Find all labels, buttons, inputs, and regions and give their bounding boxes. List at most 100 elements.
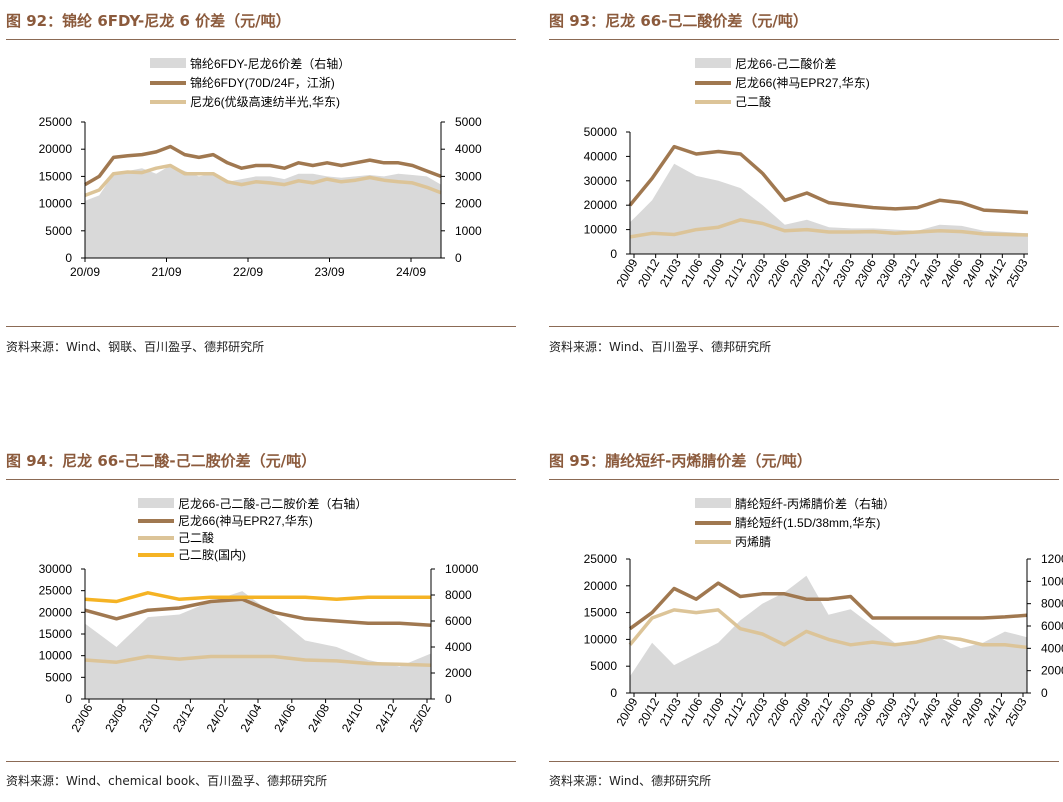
legend-swatch-area (138, 498, 174, 508)
legend-swatch-area (695, 58, 731, 68)
y-tick-label-left: 25000 (584, 552, 618, 566)
x-tick-label: 24/10 (339, 701, 366, 734)
y-tick-label-left: 15000 (39, 169, 73, 183)
x-tick-label: 25/03 (1003, 256, 1030, 289)
legend-label: 腈纶短纤(1.5D/38mm,华东) (735, 516, 880, 530)
chart-title: 图 92：锦纶 6FDY-尼龙 6 价差（元/吨） (6, 12, 291, 30)
series-line (628, 608, 1028, 650)
legend-label: 丙烯腈 (735, 535, 771, 549)
series-line (629, 218, 1029, 239)
y-tick-label-right: 2000 (1041, 664, 1063, 678)
legend-label: 尼龙66(神马EPR27,华东) (178, 514, 313, 528)
y-tick-label-right: 12000 (1041, 552, 1063, 566)
legend-label: 尼龙66-己二酸价差 (735, 56, 836, 71)
y-tick-label-left: 0 (65, 692, 72, 706)
y-tick-label-right: 5000 (455, 115, 482, 129)
y-tick-label-right: 8000 (445, 588, 472, 602)
y-tick-label-right: 2000 (455, 197, 482, 211)
series-line (84, 144, 442, 187)
y-tick-label-left: 10000 (584, 223, 618, 237)
y-tick-label-right: 6000 (1041, 619, 1063, 633)
y-tick-label-left: 15000 (584, 606, 618, 620)
y-tick-label-right: 1000 (455, 224, 482, 238)
legend-label: 尼龙66-己二酸-己二胺价差（右轴） (178, 496, 367, 511)
y-tick-label-right: 4000 (455, 142, 482, 156)
series-area (85, 591, 431, 699)
chart-panel-92: 图 92：锦纶 6FDY-尼龙 6 价差（元/吨） 锦纶6FDY-尼龙6价差（右… (0, 0, 520, 380)
source-rule (6, 761, 516, 762)
y-tick-label-left: 20000 (584, 198, 618, 212)
y-tick-label-left: 30000 (39, 562, 73, 576)
series-area (630, 163, 1028, 254)
source-note: 资料来源：Wind、德邦研究所 (549, 774, 712, 788)
series-line (84, 163, 442, 198)
chart-title: 图 93：尼龙 66-己二酸价差（元/吨） (549, 12, 808, 30)
y-tick-label-left: 30000 (584, 174, 618, 188)
legend-swatch-area (695, 498, 731, 508)
legend-label: 锦纶6FDY(70D/24F，江浙) (190, 76, 335, 90)
x-tick-label: 23/10 (136, 701, 163, 734)
series-line (84, 654, 432, 667)
title-rule (6, 39, 516, 40)
source-rule (549, 326, 1059, 327)
y-tick-label-left: 25000 (39, 115, 73, 129)
chart-svg: 尼龙66-己二酸-己二胺价差（右轴） 尼龙66(神马EPR27,华东) 己二酸己二胺… (39, 496, 479, 735)
legend-label: 尼龙6(优级高速纺半光,华东) (190, 94, 340, 109)
series-line (84, 591, 431, 604)
y-tick-label-left: 10000 (39, 197, 73, 211)
y-tick-label-left: 40000 (584, 149, 618, 163)
legend-label: 尼龙66(神马EPR27,华东) (735, 76, 870, 90)
chart-title: 图 94：尼龙 66-己二酸-己二胺价差（元/吨） (6, 452, 317, 470)
y-tick-label-right: 2000 (445, 666, 472, 680)
legend-label: 己二酸 (178, 530, 214, 545)
y-tick-label-right: 4000 (1041, 641, 1063, 655)
y-tick-label-right: 10000 (1041, 574, 1063, 588)
x-tick-label: 21/09 (151, 265, 181, 279)
y-tick-label-right: 0 (1041, 686, 1048, 700)
y-tick-label-left: 0 (610, 247, 617, 261)
x-tick-label: 24/02 (204, 701, 231, 734)
legend-label: 腈纶短纤-丙烯腈价差（右轴） (735, 496, 895, 511)
y-tick-label-left: 5000 (590, 659, 617, 673)
y-tick-label-right: 0 (455, 251, 462, 265)
chart-svg: 腈纶短纤-丙烯腈价差（右轴） 腈纶短纤(1.5D/38mm,华东) 丙烯腈 0 5000… (584, 496, 1063, 729)
source-note: 资料来源：Wind、百川盈孚、德邦研究所 (549, 340, 772, 354)
chart-panel-94: 图 94：尼龙 66-己二酸-己二胺价差（元/吨） 尼龙66-己二酸-己二胺价差… (0, 440, 520, 802)
legend-swatch-area (150, 58, 186, 68)
x-tick-label: 23/08 (102, 701, 129, 734)
y-tick-label-right: 4000 (445, 640, 472, 654)
y-tick-label-left: 5000 (45, 670, 72, 684)
y-tick-label-left: 20000 (39, 605, 73, 619)
x-tick-label: 24/09 (396, 265, 426, 279)
series-line (84, 597, 432, 628)
x-tick-label: 23/12 (170, 701, 197, 734)
source-rule (6, 326, 516, 327)
x-tick-label: 24/04 (237, 701, 264, 734)
chart-svg: 锦纶6FDY-尼龙6价差（右轴） 锦纶6FDY(70D/24F，江浙) 尼龙6(优级… (39, 56, 482, 279)
y-tick-label-right: 8000 (1041, 597, 1063, 611)
y-tick-label-left: 20000 (584, 579, 618, 593)
chart-panel-93: 图 93：尼龙 66-己二酸价差（元/吨） 尼龙66-己二酸价差尼龙66(神马E… (545, 0, 1063, 380)
x-tick-label: 25/02 (406, 701, 433, 734)
y-tick-label-left: 25000 (39, 584, 73, 598)
x-tick-label: 22/09 (233, 265, 263, 279)
x-tick-label: 25/03 (1002, 695, 1029, 728)
y-tick-label-left: 0 (65, 251, 72, 265)
source-note: 资料来源：Wind、钢联、百川盈孚、德邦研究所 (6, 340, 265, 354)
title-rule (549, 479, 1059, 480)
chart-title: 图 95：腈纶短纤-丙烯腈价差（元/吨） (549, 452, 812, 470)
y-tick-label-left: 15000 (39, 627, 73, 641)
legend-label: 己二胺(国内) (178, 548, 246, 562)
series-line (628, 581, 1028, 631)
series-line (628, 144, 1029, 215)
series-area (85, 165, 441, 258)
y-tick-label-left: 20000 (39, 142, 73, 156)
y-tick-label-right: 0 (445, 692, 452, 706)
y-tick-label-right: 3000 (455, 169, 482, 183)
y-tick-label-right: 10000 (445, 562, 479, 576)
chart-panel-95: 图 95：腈纶短纤-丙烯腈价差（元/吨） 腈纶短纤-丙烯腈价差（右轴） 腈纶短纤(… (545, 440, 1063, 802)
y-tick-label-left: 5000 (45, 224, 72, 238)
y-tick-label-left: 10000 (39, 649, 73, 663)
legend-label: 锦纶6FDY-尼龙6价差（右轴） (190, 56, 350, 71)
